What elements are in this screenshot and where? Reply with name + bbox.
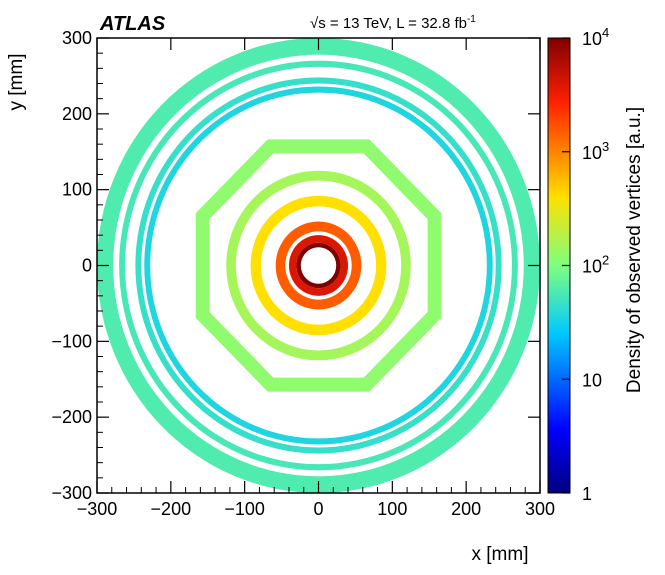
x-tick-label: 100 [377,499,407,519]
x-tick-label: −200 [151,499,192,519]
colorbar-label: Density of observed vertices [a.u.] [624,107,645,393]
x-axis-ticks: −300 −200 −100 0 100 200 300 [77,38,555,519]
colorbar-ticks: 1 10 102 103 104 [562,25,609,504]
y-tick-label: 0 [82,256,92,276]
y-tick-label: 100 [62,180,92,200]
y-axis-label: y [mm] [6,54,27,111]
y-tick-label: −200 [51,407,92,427]
energy-lumi-text: √s = 13 TeV, L = 32.8 fb [310,15,467,32]
colorbar-tick-label: 104 [582,25,609,49]
x-tick-label: 300 [525,499,555,519]
colorbar-tick-label: 10 [582,370,602,390]
y-tick-label: −300 [51,483,92,503]
colorbar-tick-label: 103 [582,139,609,163]
colorbar-tick-label: 1 [582,484,592,504]
x-tick-label: −100 [224,499,265,519]
y-tick-label: 300 [62,28,92,48]
x-tick-label: −300 [77,499,118,519]
x-tick-label: 0 [313,499,323,519]
y-tick-label: 200 [62,104,92,124]
atlas-label: ATLAS [99,13,166,35]
energy-lumi-label: √s = 13 TeV, L = 32.8 fb-1 [310,14,476,32]
colorbar-tick-label: 102 [582,253,609,277]
x-axis-label: x [mm] [472,544,529,565]
x-tick-label: 200 [451,499,481,519]
y-tick-label: −100 [51,331,92,351]
y-axis-ticks: −300 −200 −100 0 100 200 300 [51,28,540,503]
lumi-superscript: -1 [467,14,476,25]
